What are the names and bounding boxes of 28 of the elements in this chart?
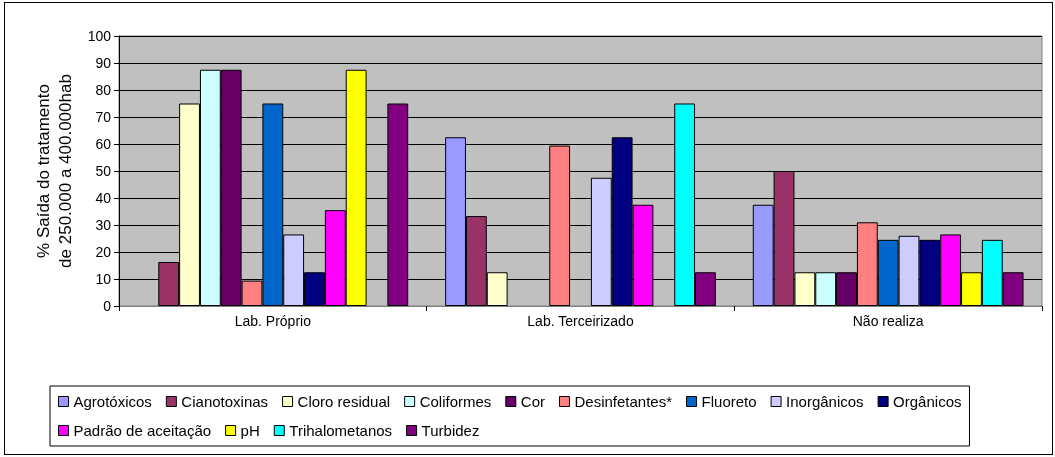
- legend-label: Trihalometanos: [289, 422, 393, 439]
- y-tick-label: 90: [95, 55, 112, 71]
- y-tick-label: 70: [95, 109, 112, 125]
- y-tick-label: 40: [95, 190, 112, 206]
- y-tick-label: 100: [87, 28, 112, 44]
- legend-label: Inorgânicos: [786, 393, 864, 410]
- legend-label: Padrão de aceitação: [73, 422, 212, 439]
- y-tick-label: 0: [103, 298, 112, 314]
- legend-label: Orgânicos: [893, 393, 962, 410]
- legend-label: Cianotoxinas: [181, 393, 269, 410]
- legend-label: Fluoreto: [701, 393, 757, 410]
- x-tick-label: Não realiza: [852, 313, 924, 329]
- y-tick-label: 30: [95, 217, 112, 233]
- y-tick-label: 60: [95, 136, 112, 152]
- legend-label: Turbidez: [421, 422, 480, 439]
- legend-label: Cor: [520, 393, 545, 410]
- legend-label: Cloro residual: [297, 393, 391, 410]
- y-tick-label: 10: [95, 271, 112, 287]
- x-tick-label: Lab. Terceirizado: [527, 313, 634, 329]
- y-tick-label: 20: [95, 244, 112, 260]
- y-tick-label: 80: [95, 82, 112, 98]
- y-axis-title: % Saída do tratamento de 250.000 a 400.000hab: [34, 74, 76, 268]
- y-tick-label: 50: [95, 163, 112, 179]
- x-tick-label: Lab. Próprio: [234, 313, 312, 329]
- legend-label: Agrotóxicos: [73, 393, 152, 410]
- legend-label: pH: [240, 422, 260, 439]
- legend-label: Coliformes: [419, 393, 492, 410]
- legend-label: Desinfetantes*: [574, 393, 673, 410]
